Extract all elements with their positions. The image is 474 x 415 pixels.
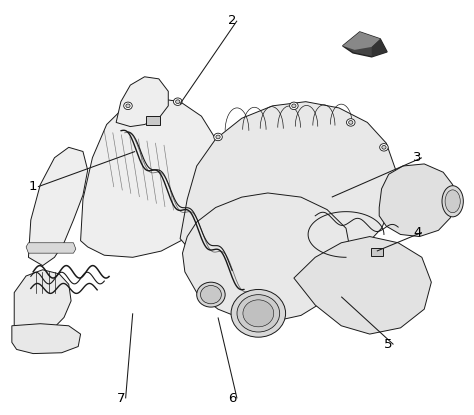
Ellipse shape <box>243 300 274 327</box>
FancyBboxPatch shape <box>371 248 383 256</box>
Polygon shape <box>343 32 387 57</box>
Text: 5: 5 <box>384 338 393 351</box>
Polygon shape <box>294 237 431 334</box>
Text: 3: 3 <box>413 151 421 164</box>
Ellipse shape <box>445 190 460 212</box>
Ellipse shape <box>173 98 182 105</box>
Ellipse shape <box>380 144 388 151</box>
Ellipse shape <box>290 102 298 110</box>
Polygon shape <box>343 32 380 50</box>
Ellipse shape <box>124 102 132 110</box>
Polygon shape <box>372 39 387 57</box>
Polygon shape <box>12 324 81 354</box>
Polygon shape <box>26 243 76 253</box>
Ellipse shape <box>348 120 353 124</box>
Text: 4: 4 <box>413 226 421 239</box>
Polygon shape <box>81 98 220 257</box>
Ellipse shape <box>197 282 225 307</box>
FancyBboxPatch shape <box>146 116 160 125</box>
Polygon shape <box>116 77 168 127</box>
Polygon shape <box>14 270 71 334</box>
Polygon shape <box>379 164 455 237</box>
Text: 1: 1 <box>29 180 37 193</box>
Ellipse shape <box>126 104 130 107</box>
Ellipse shape <box>231 290 285 337</box>
Ellipse shape <box>237 295 280 332</box>
Ellipse shape <box>201 286 221 304</box>
Text: 6: 6 <box>228 392 237 405</box>
Text: 2: 2 <box>228 14 237 27</box>
Ellipse shape <box>346 119 355 126</box>
Ellipse shape <box>292 104 296 107</box>
Ellipse shape <box>382 145 386 149</box>
Ellipse shape <box>214 133 222 141</box>
Polygon shape <box>28 147 88 266</box>
Ellipse shape <box>216 135 220 139</box>
Polygon shape <box>182 193 351 322</box>
Ellipse shape <box>175 100 180 104</box>
Ellipse shape <box>442 186 463 217</box>
Polygon shape <box>180 102 396 276</box>
Text: 7: 7 <box>117 392 125 405</box>
